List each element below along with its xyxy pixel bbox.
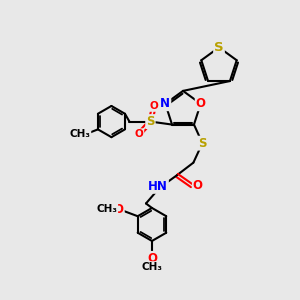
Text: O: O — [193, 179, 203, 192]
Text: O: O — [135, 129, 143, 139]
Text: O: O — [147, 252, 157, 265]
Text: HN: HN — [148, 180, 168, 193]
Text: CH₃: CH₃ — [69, 129, 90, 139]
Text: N: N — [160, 97, 170, 110]
Text: S: S — [198, 137, 207, 150]
Text: O: O — [150, 101, 158, 111]
Text: O: O — [196, 97, 206, 110]
Text: CH₃: CH₃ — [142, 262, 163, 272]
Text: S: S — [146, 115, 155, 128]
Text: O: O — [114, 203, 124, 216]
Text: CH₃: CH₃ — [96, 204, 117, 214]
Text: S: S — [214, 41, 224, 54]
